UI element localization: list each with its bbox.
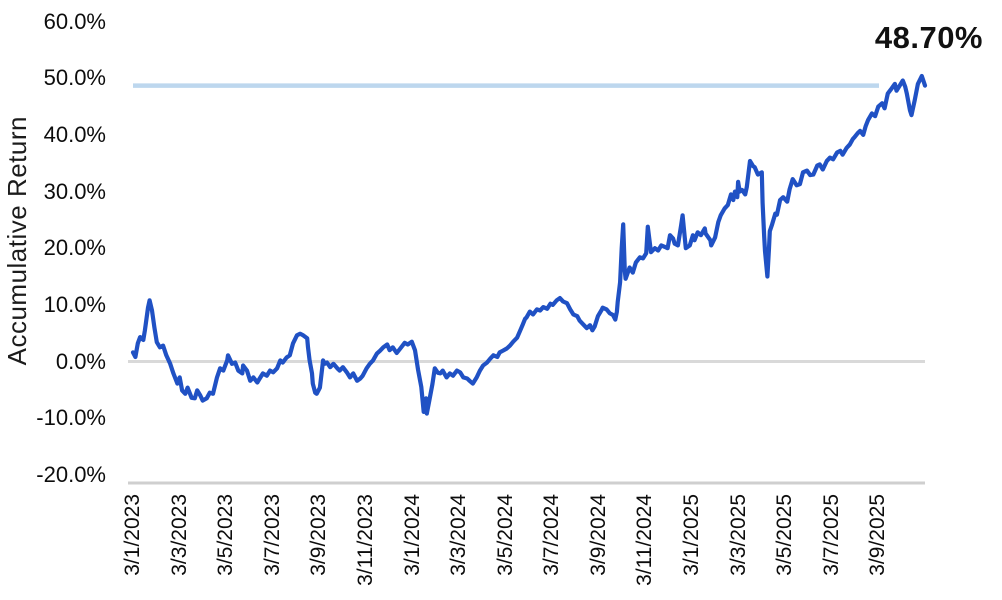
x-tick-label: 3/3/2023 (167, 494, 191, 576)
y-tick-label: 50.0% (43, 65, 106, 91)
y-tick-label: 40.0% (43, 121, 106, 147)
y-tick-label: 60.0% (43, 8, 106, 34)
x-tick-label: 3/9/2024 (586, 494, 610, 576)
x-tick-label: 3/5/2023 (214, 494, 238, 576)
y-tick-label: 0.0% (55, 348, 106, 374)
y-tick-label: -20.0% (36, 461, 106, 487)
y-tick-label: 20.0% (43, 235, 106, 261)
x-tick-label: 3/9/2023 (307, 494, 331, 576)
x-tick-label: 3/1/2024 (400, 494, 424, 576)
x-tick-label: 3/7/2025 (819, 494, 843, 576)
annotation-final-return: 48.70% (874, 20, 983, 55)
x-tick-label: 3/7/2024 (540, 494, 564, 576)
x-tick-label: 3/1/2023 (121, 494, 144, 576)
x-tick-label: 3/3/2025 (726, 494, 750, 576)
x-tick-label: 3/11/2024 (633, 494, 657, 586)
x-tick-label: 3/1/2025 (680, 494, 704, 576)
y-tick-label: -10.0% (36, 405, 106, 431)
x-tick-label: 3/5/2024 (493, 494, 517, 576)
y-tick-label: 10.0% (43, 291, 106, 317)
x-tick-label: 3/7/2023 (260, 494, 284, 576)
x-tick-label: 3/11/2023 (353, 494, 377, 586)
x-tick-label: 3/3/2024 (447, 494, 471, 576)
return-series-line (130, 73, 928, 416)
y-tick-label: 30.0% (43, 178, 106, 204)
x-tick-label: 3/5/2025 (773, 494, 797, 576)
x-tick-label: 3/9/2025 (866, 494, 890, 576)
